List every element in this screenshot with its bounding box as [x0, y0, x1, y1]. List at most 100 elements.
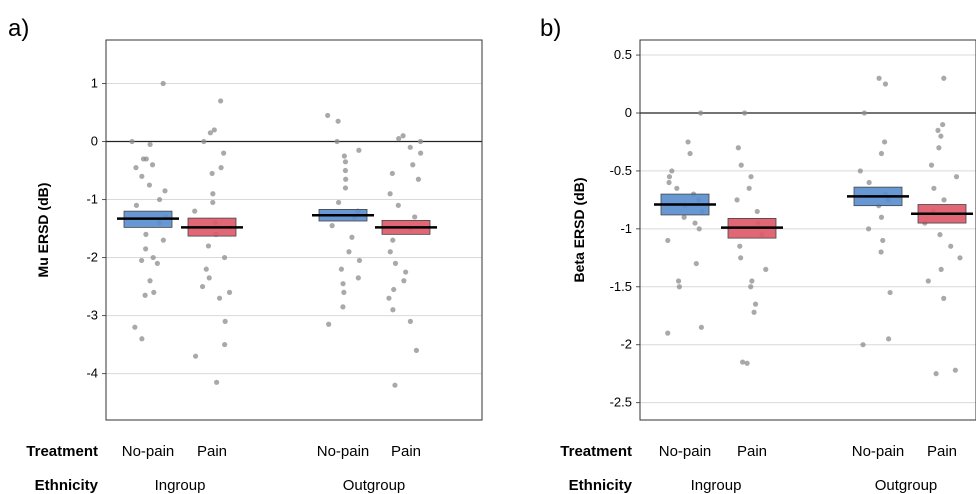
data-point: [940, 121, 946, 128]
data-point: [226, 289, 233, 295]
treatment-label: Pain: [737, 443, 767, 460]
data-point: [355, 275, 361, 281]
data-point: [396, 136, 402, 142]
data-point: [342, 167, 348, 174]
data-point: [693, 260, 699, 267]
data-point: [696, 226, 702, 232]
data-point: [340, 281, 346, 287]
treatment-label: Pain: [391, 443, 421, 460]
data-point: [146, 182, 153, 188]
data-point: [957, 255, 963, 261]
plot-frame: [105, 39, 483, 421]
data-point: [933, 371, 939, 377]
data-point: [938, 133, 944, 139]
data-point: [356, 257, 363, 264]
treatment-label: Pain: [927, 443, 957, 460]
data-point: [739, 359, 746, 365]
data-point: [948, 243, 954, 249]
data-point: [666, 174, 673, 180]
data-point: [413, 347, 420, 353]
data-point: [952, 367, 958, 373]
data-point: [341, 153, 347, 159]
data-point: [392, 382, 398, 388]
data-point: [403, 269, 409, 275]
data-point: [206, 275, 212, 281]
data-point: [410, 162, 416, 168]
data-point: [953, 174, 960, 180]
group-label: Ingroup: [691, 477, 742, 494]
data-point: [941, 75, 947, 81]
data-point: [412, 214, 418, 220]
data-point: [407, 144, 413, 150]
data-point: [389, 170, 395, 177]
data-point: [387, 191, 393, 197]
data-point: [156, 196, 163, 203]
data-point: [937, 232, 943, 238]
data-point: [935, 127, 941, 133]
data-point: [738, 255, 744, 261]
data-point: [143, 156, 149, 162]
data-point: [882, 81, 889, 87]
y-tick-label: -3: [86, 308, 98, 323]
y-tick-label: 1: [91, 76, 98, 91]
data-point: [149, 162, 156, 168]
plot-frame: [639, 39, 976, 421]
data-point: [941, 197, 947, 203]
data-point: [210, 199, 216, 206]
y-tick-label: -2.5: [610, 395, 632, 410]
data-point: [418, 150, 424, 156]
data-point: [139, 173, 145, 179]
data-point: [936, 145, 942, 151]
data-point: [335, 118, 341, 124]
data-point: [139, 336, 145, 342]
data-point: [752, 301, 759, 307]
data-point: [878, 150, 885, 157]
data-point: [143, 231, 149, 237]
data-point: [748, 174, 754, 180]
panel-letter: b): [540, 15, 561, 42]
data-point: [401, 278, 407, 284]
data-point: [865, 226, 872, 232]
data-point: [221, 150, 227, 156]
data-point: [151, 289, 157, 295]
data-point: [887, 289, 893, 296]
data-point: [751, 309, 757, 315]
group-label: Outgroup: [343, 477, 406, 494]
y-tick-label: -1.5: [610, 279, 632, 294]
data-point: [338, 266, 345, 272]
data-point: [160, 237, 166, 243]
data-point: [741, 110, 748, 116]
y-axis-label: Beta ERSD (dB): [571, 177, 587, 282]
data-point: [387, 249, 393, 255]
data-point: [325, 112, 331, 119]
data-point: [698, 110, 704, 116]
data-point: [349, 234, 355, 240]
y-tick-label: -4: [86, 366, 98, 381]
data-point: [749, 278, 755, 284]
data-point: [857, 168, 863, 174]
data-point: [147, 278, 153, 284]
data-point: [132, 324, 138, 330]
data-point: [928, 162, 935, 168]
data-point: [669, 168, 675, 174]
ethnicity-row-label: Ethnicity: [35, 477, 99, 494]
data-point: [886, 336, 892, 342]
data-point: [142, 292, 148, 298]
y-tick-label: 0: [91, 134, 98, 149]
y-tick-label: 0: [625, 105, 632, 120]
data-point: [687, 150, 693, 157]
data-point: [754, 208, 760, 215]
treatment-label: No-pain: [122, 443, 175, 460]
data-point: [866, 179, 872, 186]
ethnicity-row-label: Ethnicity: [569, 477, 633, 494]
y-tick-label: -1: [86, 192, 98, 207]
data-point: [400, 133, 406, 139]
data-point: [738, 162, 744, 168]
data-point: [685, 139, 691, 145]
data-point: [221, 254, 228, 261]
data-point: [222, 341, 228, 348]
panel-letter: a): [8, 15, 29, 42]
data-point: [205, 243, 212, 249]
data-point: [665, 330, 671, 336]
